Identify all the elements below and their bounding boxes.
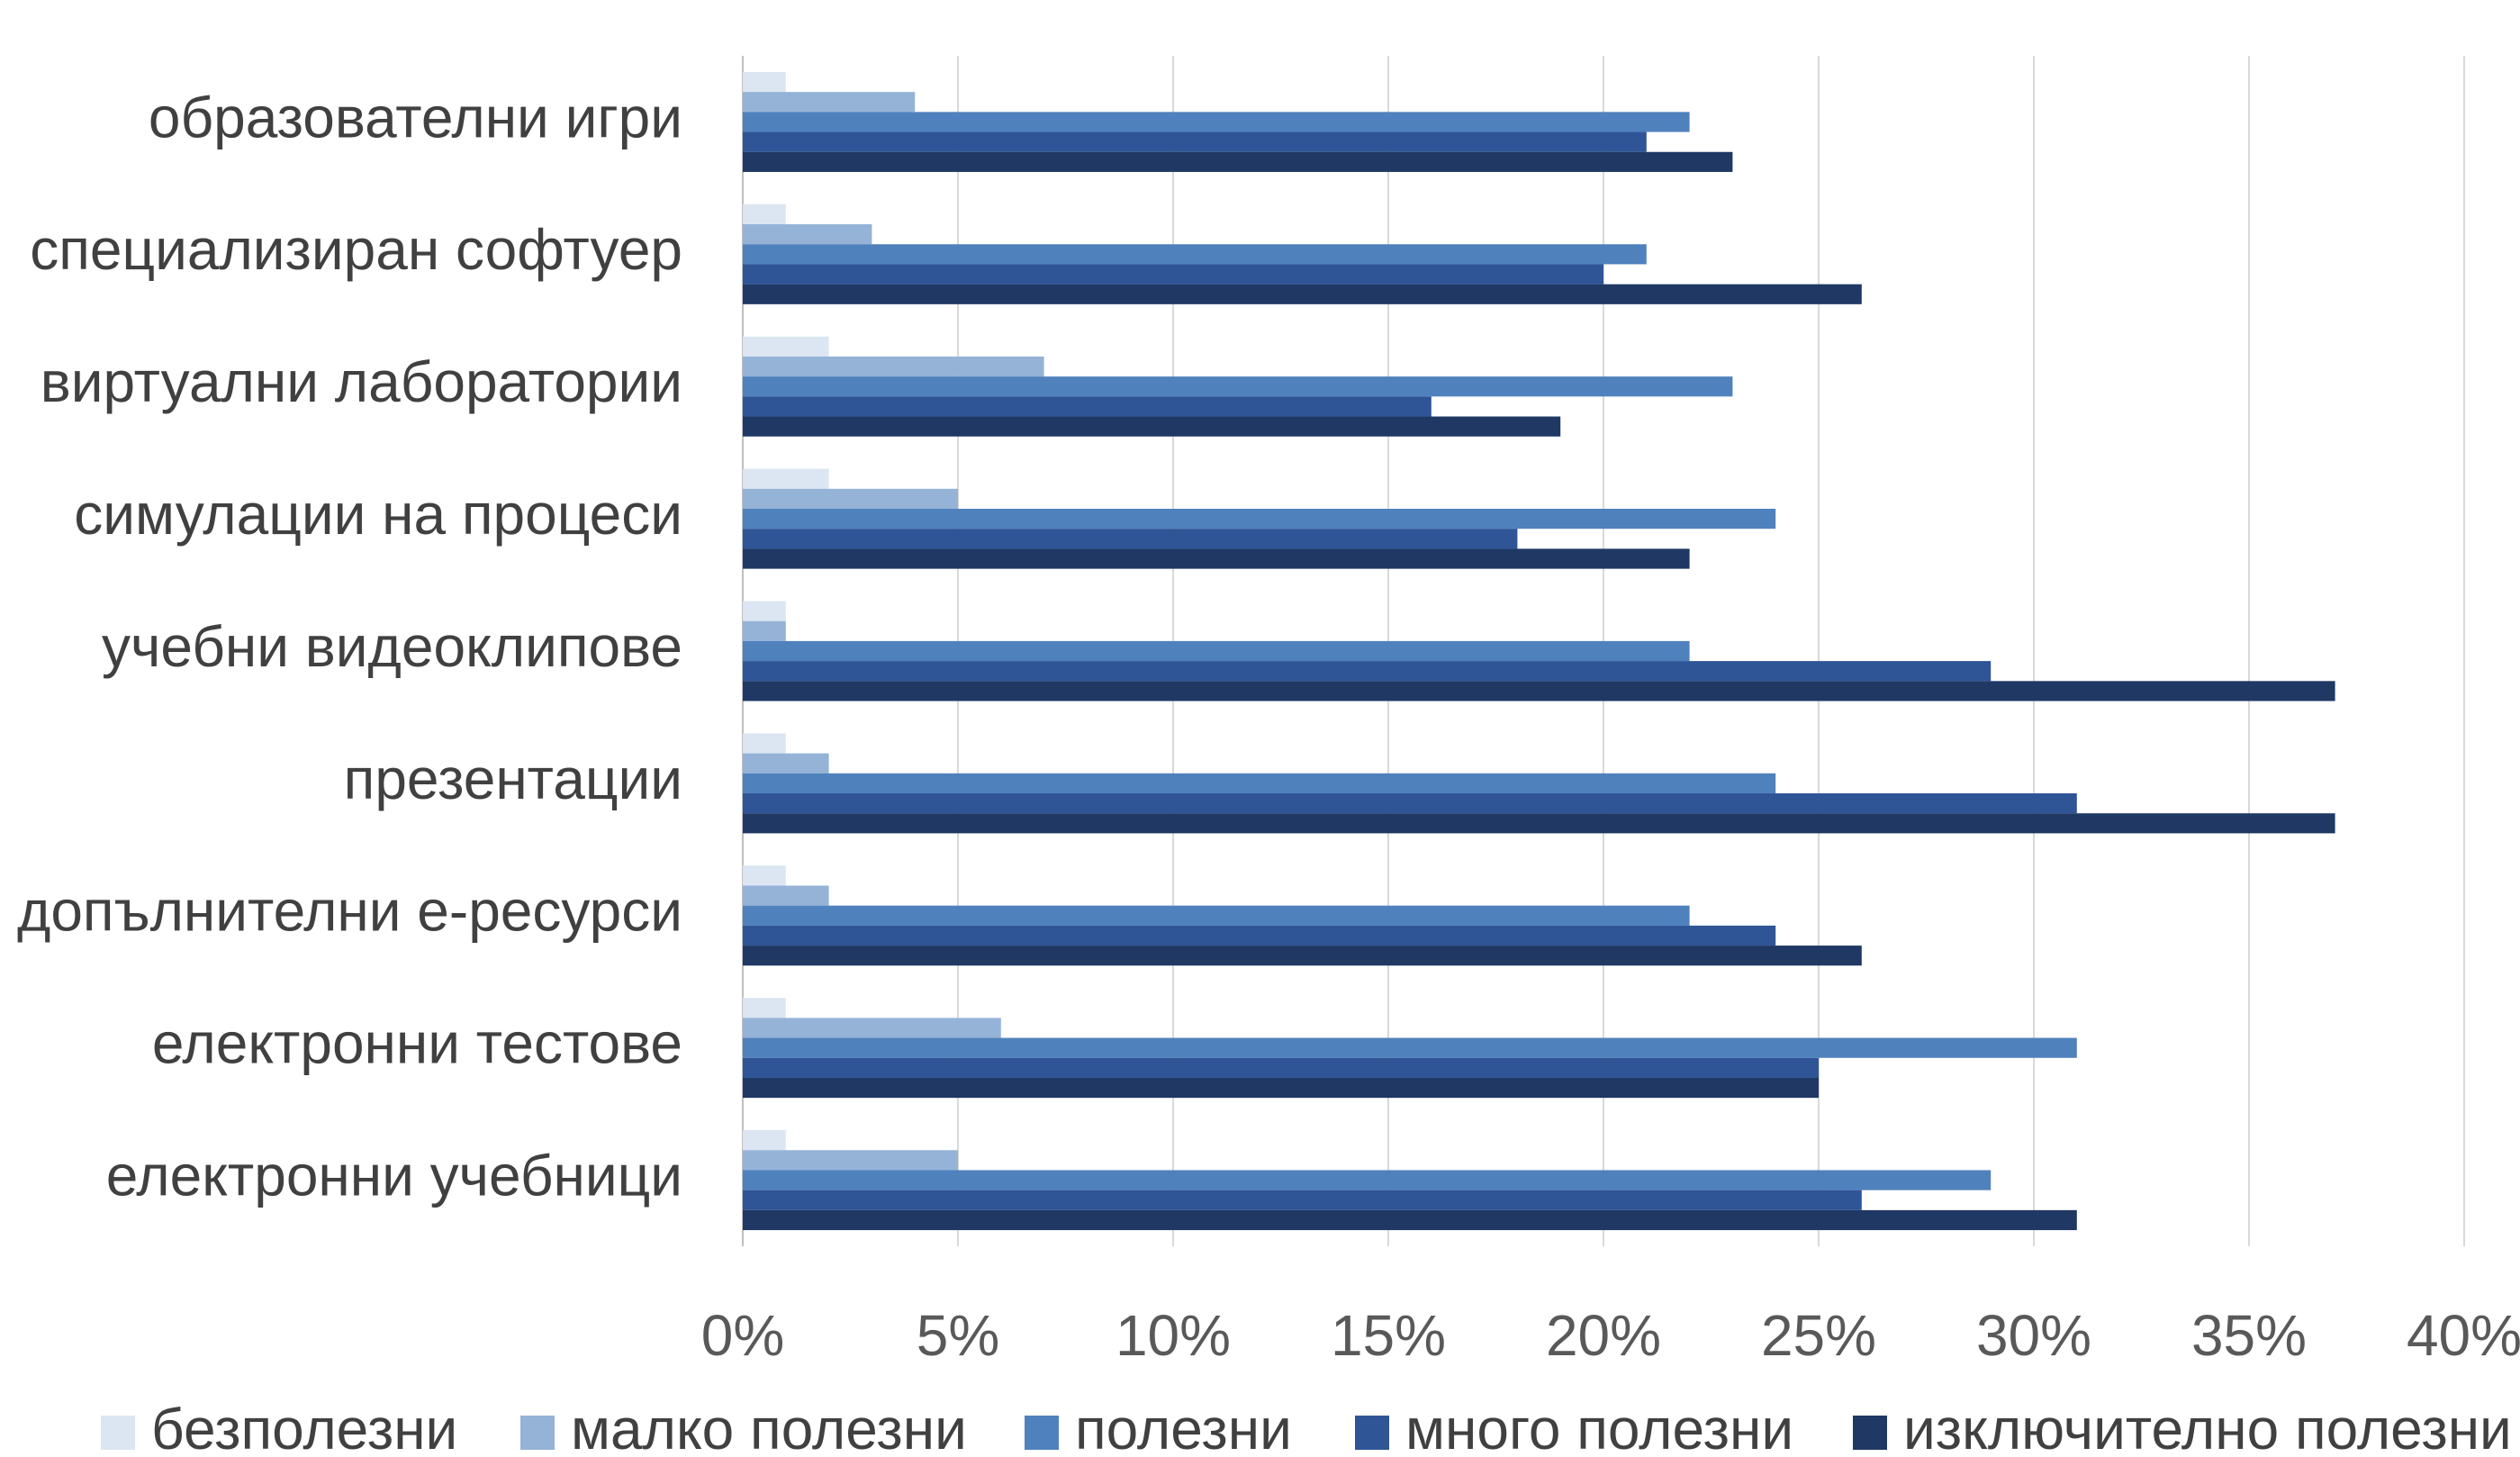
bar <box>743 151 1733 172</box>
legend-label: малко полезни <box>571 1397 967 1457</box>
x-tick-label: 30% <box>1976 1303 2091 1368</box>
bar <box>743 336 829 357</box>
x-tick-label: 10% <box>1115 1303 1231 1368</box>
bar <box>743 356 1044 377</box>
bar <box>743 488 958 510</box>
bar <box>743 813 2335 834</box>
x-tick-label: 20% <box>1546 1303 1661 1368</box>
x-tick-label: 15% <box>1331 1303 1446 1368</box>
x-tick-label: 40% <box>2407 1303 2520 1368</box>
bar <box>743 885 829 906</box>
bar <box>743 204 786 225</box>
x-axis-tick-labels: 0% 5% 10% 15% 20% 25% 30% 35% 40% <box>701 1303 2520 1368</box>
legend-label: изключително полезни <box>1903 1397 2512 1457</box>
bar <box>743 865 786 886</box>
bar <box>743 1150 958 1171</box>
bar <box>743 601 786 621</box>
legend-swatch <box>520 1416 555 1450</box>
category-label: електронни тестове <box>152 1011 682 1076</box>
bar <box>743 640 1690 662</box>
bar <box>743 548 1690 569</box>
bar <box>743 244 1647 265</box>
bar <box>743 1018 1001 1038</box>
legend: безполезни малко полезни полезни много поле… <box>101 1397 2512 1457</box>
bar <box>743 264 1603 285</box>
legend-label: полезни <box>1075 1397 1292 1457</box>
category-label: специализиран софтуер <box>30 217 682 282</box>
bar <box>743 376 1733 397</box>
bar <box>743 529 1518 549</box>
bar <box>743 998 786 1018</box>
category-label: допълнителни е-ресурси <box>17 879 682 944</box>
legend-label: безполезни <box>151 1397 457 1457</box>
bar <box>743 1170 1992 1190</box>
category-label: електронни учебници <box>106 1143 682 1208</box>
bar <box>743 224 872 245</box>
bar <box>743 905 1690 926</box>
bar <box>743 733 786 754</box>
category-labels: образователни игри специализиран софтуер в… <box>17 85 682 1208</box>
bar <box>743 131 1647 152</box>
category-label: учебни видеоклипове <box>102 614 682 679</box>
bar <box>743 773 1776 793</box>
bar <box>743 681 2335 701</box>
bar <box>743 92 916 113</box>
bar <box>743 284 1862 304</box>
bar <box>743 1037 2077 1058</box>
bar <box>743 620 786 641</box>
bar <box>743 1130 786 1151</box>
x-tick-label: 25% <box>1761 1303 1876 1368</box>
bar <box>743 112 1690 132</box>
bar <box>743 416 1561 437</box>
bar <box>743 946 1862 966</box>
x-tick-label: 0% <box>701 1303 785 1368</box>
x-tick-label: 35% <box>2191 1303 2307 1368</box>
legend-swatch <box>101 1416 135 1450</box>
bar <box>743 1077 1819 1099</box>
category-label: симулации на процеси <box>74 482 682 547</box>
bar <box>743 753 829 774</box>
bar <box>743 71 786 93</box>
bar <box>743 661 1992 682</box>
bar <box>743 792 2077 814</box>
category-label: образователни игри <box>149 85 682 149</box>
bars <box>743 71 2335 1231</box>
bar <box>743 1209 2077 1231</box>
x-tick-label: 5% <box>917 1303 1000 1368</box>
bar <box>743 468 829 489</box>
legend-label: много полезни <box>1405 1397 1793 1457</box>
category-label: виртуални лаборатории <box>41 349 682 414</box>
category-label: презентации <box>344 747 682 811</box>
legend-swatch <box>1025 1416 1059 1450</box>
bar <box>743 1057 1819 1078</box>
legend-swatch <box>1853 1416 1887 1450</box>
bar <box>743 1190 1862 1210</box>
bar <box>743 396 1432 417</box>
legend-swatch <box>1355 1416 1389 1450</box>
bar <box>743 509 1776 529</box>
bar <box>743 925 1776 946</box>
